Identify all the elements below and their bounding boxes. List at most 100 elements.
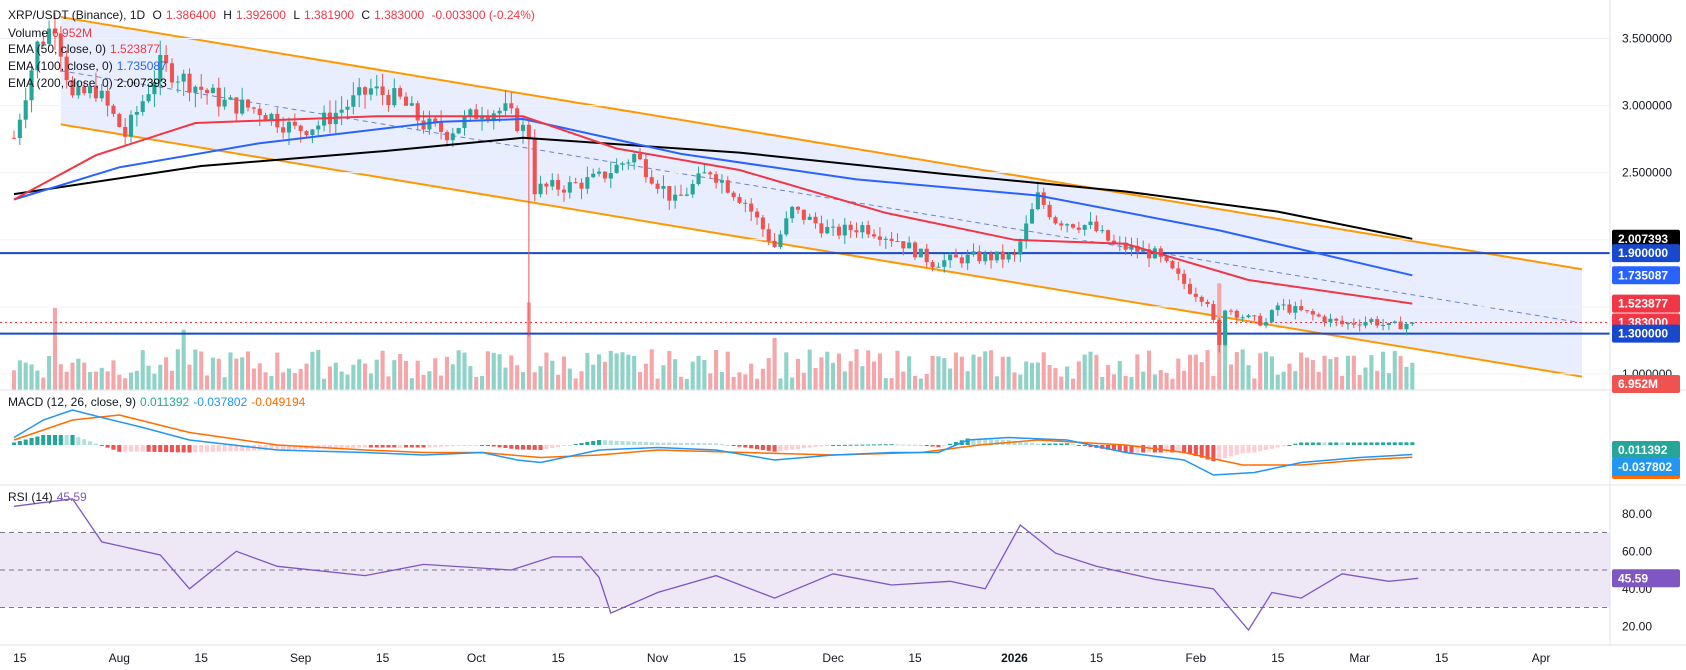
volume-bar bbox=[877, 353, 882, 390]
volume-bar bbox=[70, 362, 75, 390]
price-axis[interactable]: 1.0000001.5000002.0000002.5000003.000000… bbox=[1609, 0, 1680, 645]
volume-bar bbox=[292, 373, 297, 390]
ema-lines bbox=[13, 115, 1413, 305]
macd-histogram-bar bbox=[1123, 445, 1128, 453]
macd-histogram-bar bbox=[550, 445, 555, 448]
volume-bar bbox=[1304, 357, 1310, 390]
candle-body bbox=[58, 33, 63, 57]
candle-body bbox=[766, 229, 771, 241]
volume-bar bbox=[1293, 371, 1298, 390]
candle-body bbox=[626, 162, 631, 164]
macd-histogram-bar bbox=[585, 442, 590, 445]
candle-body bbox=[1363, 321, 1368, 326]
macd-histogram-bar bbox=[409, 445, 414, 448]
candle-body bbox=[251, 107, 256, 109]
price-label-box bbox=[1612, 294, 1680, 313]
volume-bar bbox=[1059, 376, 1064, 390]
volume-bar bbox=[1111, 374, 1116, 390]
volume-bar bbox=[807, 349, 812, 390]
volume-bar bbox=[965, 371, 970, 390]
volume-bar bbox=[667, 351, 672, 390]
macd-histogram-bar bbox=[1392, 442, 1397, 445]
macd-histogram-bar bbox=[286, 445, 292, 450]
ema50-line bbox=[13, 115, 1413, 305]
macd-histogram-bar bbox=[1024, 442, 1029, 445]
macd-histogram-bar bbox=[801, 445, 806, 449]
candle-body bbox=[1258, 315, 1263, 326]
candle-body bbox=[245, 99, 251, 108]
macd-histogram-bar bbox=[1182, 445, 1187, 453]
time-axis[interactable]: 15 Aug 15 Sep 15 Oct 15 Nov 15 Dec 15 2026 15 Feb 15 Ma… bbox=[0, 644, 1686, 665]
rsi-line bbox=[13, 498, 1419, 632]
candle-body bbox=[749, 203, 754, 212]
candle-body bbox=[1000, 251, 1005, 260]
macd-signal-value: -0.049194 bbox=[251, 395, 306, 409]
macd-histogram-bar bbox=[848, 444, 853, 446]
volume-bar bbox=[169, 370, 175, 390]
volume-bar bbox=[1363, 367, 1368, 390]
volume-bar bbox=[99, 367, 104, 390]
candle-body bbox=[965, 254, 970, 264]
macd-signal-line bbox=[13, 414, 1413, 466]
rsi-pane bbox=[0, 484, 1686, 632]
volume-bar bbox=[1047, 365, 1052, 390]
candle-body bbox=[292, 121, 297, 126]
volume-bar bbox=[199, 351, 204, 390]
candle-body bbox=[924, 248, 929, 263]
candle-body bbox=[1398, 321, 1403, 330]
macd-histogram-bar bbox=[714, 443, 719, 445]
price-label-box bbox=[1612, 324, 1680, 343]
price-label-text: 1.300000 bbox=[1618, 327, 1668, 341]
volume-bar bbox=[1234, 352, 1239, 390]
time-tick-label: Apr bbox=[1532, 651, 1551, 665]
candle-body bbox=[573, 182, 578, 184]
time-tick-label: Aug bbox=[109, 651, 130, 665]
candle-body bbox=[1176, 268, 1181, 274]
macd-histogram-bar bbox=[76, 437, 81, 445]
volume-bar bbox=[47, 355, 52, 390]
volume-bar bbox=[532, 372, 537, 390]
price-tick-label: 3.000000 bbox=[1622, 99, 1672, 113]
candle-body bbox=[591, 173, 596, 178]
macd-histogram-bar bbox=[222, 445, 227, 452]
candle-body bbox=[649, 177, 654, 184]
time-tick-label: Sep bbox=[290, 651, 312, 665]
price-label-box bbox=[1612, 244, 1680, 263]
macd-histogram-bar bbox=[333, 445, 338, 449]
candle-body bbox=[550, 180, 555, 187]
macd-histogram-bar bbox=[1316, 442, 1321, 445]
candle-body bbox=[228, 97, 233, 100]
candle-body bbox=[1094, 221, 1099, 232]
macd-histogram-bar bbox=[1310, 442, 1315, 445]
macd-histogram-bar bbox=[866, 444, 871, 446]
volume-bar bbox=[29, 364, 34, 390]
candle-body bbox=[1404, 323, 1409, 330]
macd-histogram-bar bbox=[386, 445, 391, 448]
volume-bar bbox=[111, 360, 116, 390]
volume-bar bbox=[1070, 378, 1076, 390]
macd-histogram-bar bbox=[193, 445, 198, 453]
candle-body bbox=[719, 180, 724, 183]
candle-body bbox=[836, 226, 842, 236]
volume-bar bbox=[673, 359, 678, 390]
candle-body bbox=[357, 87, 362, 96]
macd-histogram-bar bbox=[216, 445, 221, 452]
macd-histogram-bar bbox=[737, 445, 742, 447]
volume-bar bbox=[678, 376, 684, 390]
candle-body bbox=[158, 54, 163, 82]
candle-body bbox=[1211, 304, 1216, 320]
time-tick-label: Dec bbox=[822, 651, 843, 665]
close-label: C bbox=[361, 8, 371, 22]
candle-body bbox=[362, 87, 368, 95]
candle-body bbox=[1012, 253, 1017, 255]
macd-value-text: -0.037802 bbox=[1618, 460, 1672, 474]
candle-body bbox=[1264, 322, 1269, 326]
macd-histogram-bar bbox=[1082, 445, 1087, 447]
volume-bar bbox=[269, 375, 274, 390]
candle-body bbox=[1018, 241, 1023, 255]
volume-bar bbox=[1334, 357, 1339, 390]
volume-bar bbox=[708, 373, 713, 390]
candle-body bbox=[11, 137, 17, 139]
candle-body bbox=[17, 119, 22, 138]
